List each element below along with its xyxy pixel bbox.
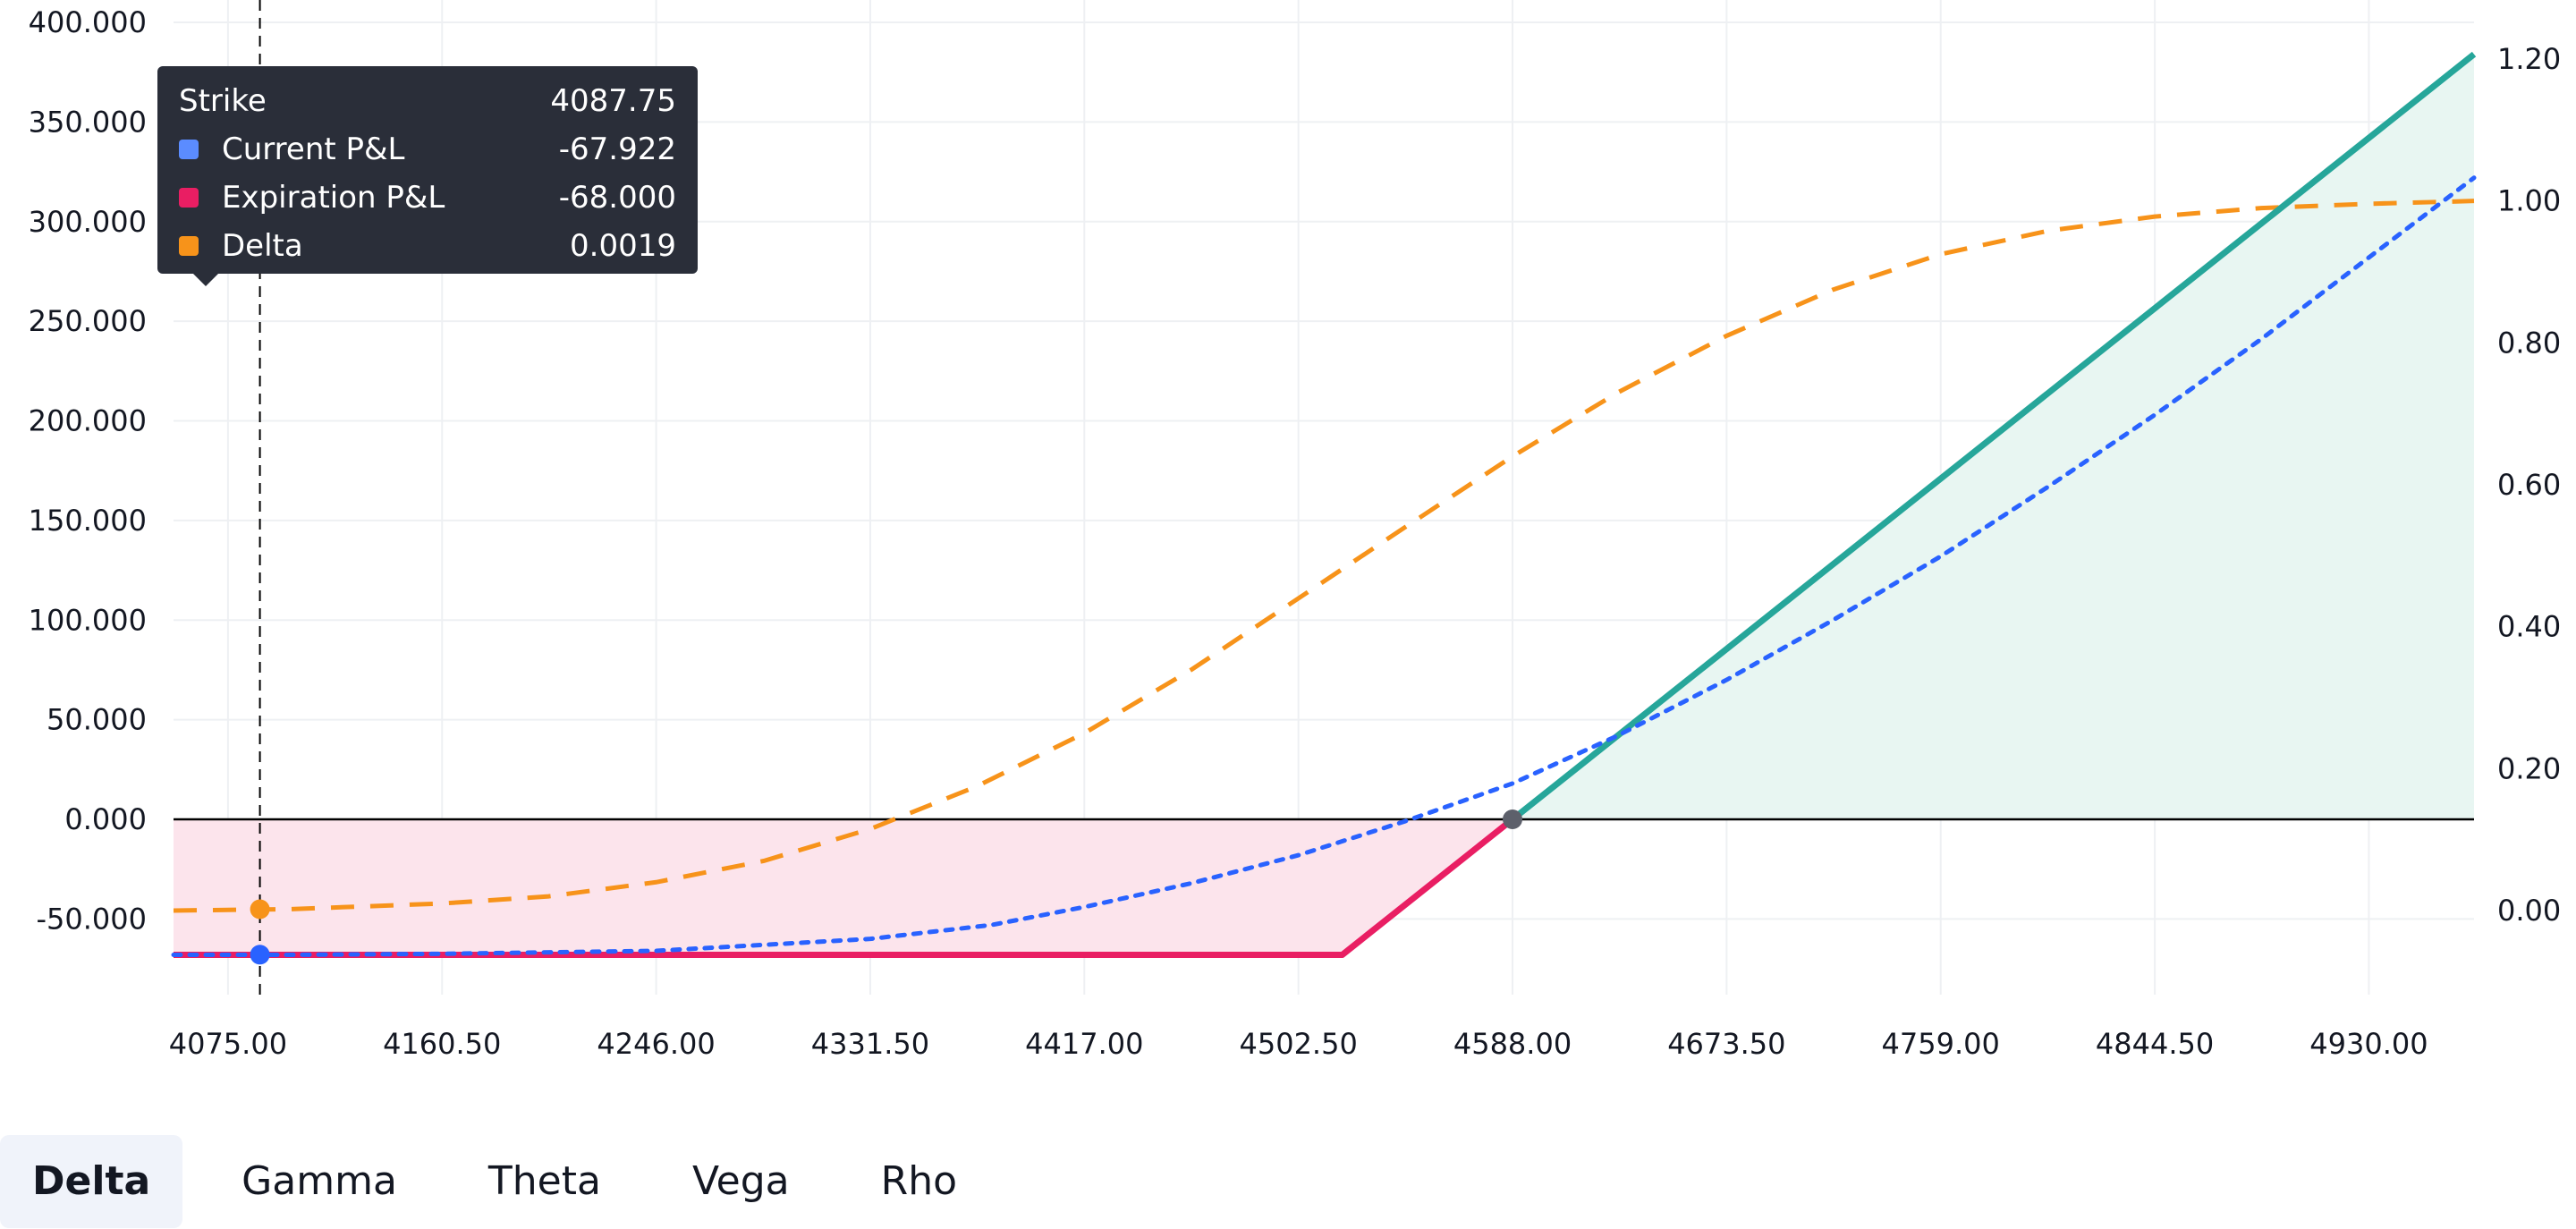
pnl-chart[interactable]: 400.000 350.000 300.000 250.000 200.000 150.0… (0, 0, 2576, 1100)
x-tick-label: 4673.50 (1667, 1027, 1785, 1061)
tab-gamma[interactable]: Gamma (242, 1158, 397, 1204)
y-left-tick-label: -50.000 (36, 902, 147, 936)
tab-rho[interactable]: Rho (880, 1158, 958, 1204)
crosshair-tooltip: Strike 4087.75 Current P&L -67.922 Expir… (157, 66, 698, 286)
y-left-tick-label: 250.000 (29, 304, 147, 338)
tooltip-expiration-pnl-label: Expiration P&L (222, 180, 445, 216)
tooltip-header-row: Strike 4087.75 (179, 77, 676, 125)
expiration-pnl-profit-line (1510, 51, 2477, 822)
x-tick-label: 4075.00 (169, 1027, 287, 1061)
y-left-tick-label: 400.000 (29, 5, 147, 39)
x-tick-label: 4759.00 (1882, 1027, 2000, 1061)
tooltip-header-label: Strike (179, 83, 267, 119)
y-left-tick-label: 200.000 (29, 404, 147, 438)
y-left-tick-label: 50.000 (47, 703, 147, 737)
x-tick-label: 4160.50 (383, 1027, 501, 1061)
y-right-tick-label: 0.60 (2497, 468, 2561, 502)
y-right-tick-label: 1.20 (2497, 42, 2561, 76)
y-right-tick-label: 0.40 (2497, 610, 2561, 644)
loss-area (174, 819, 1513, 955)
y-right-tick-label: 0.80 (2497, 326, 2561, 360)
tooltip-row-current-pnl: Current P&L -67.922 (179, 125, 676, 174)
delta-crosshair-dot (250, 899, 270, 920)
current-pnl-crosshair-dot (250, 945, 270, 965)
tab-delta[interactable]: Delta (0, 1135, 183, 1228)
current-pnl-swatch (179, 140, 199, 159)
greeks-tab-bar: Delta Gamma Theta Vega Rho (0, 1134, 1016, 1229)
tooltip-row-expiration-pnl: Expiration P&L -68.000 (179, 174, 676, 222)
y-right-tick-label: 1.00 (2497, 184, 2561, 218)
delta-swatch (179, 236, 199, 256)
y-left-tick-label: 0.000 (64, 802, 147, 836)
tooltip-header-value: 4087.75 (550, 83, 676, 119)
tab-theta[interactable]: Theta (487, 1158, 601, 1204)
expiration-pnl-swatch (179, 188, 199, 208)
breakeven-point-dot (1503, 809, 1523, 829)
tab-vega[interactable]: Vega (691, 1158, 790, 1204)
delta-series-line (173, 199, 2475, 913)
x-tick-label: 4844.50 (2096, 1027, 2214, 1061)
x-tick-label: 4417.00 (1025, 1027, 1143, 1061)
tooltip-expiration-pnl-value: -68.000 (558, 180, 676, 216)
current-pnl-series-line (171, 175, 2477, 957)
y-left-tick-label: 100.000 (29, 603, 147, 637)
y-left-tick-label: 150.000 (29, 504, 147, 538)
x-tick-label: 4588.00 (1453, 1027, 1572, 1061)
y-left-tick-label: 350.000 (29, 105, 147, 139)
y-right-tick-label: 0.20 (2497, 751, 2561, 785)
expiration-pnl-loss-line (174, 817, 1515, 958)
y-right-tick-label: 0.00 (2497, 894, 2561, 928)
tooltip-current-pnl-label: Current P&L (222, 131, 405, 167)
tooltip-row-delta: Delta 0.0019 (179, 222, 676, 270)
tooltip-current-pnl-value: -67.922 (558, 131, 676, 167)
y-left-tick-label: 300.000 (29, 205, 147, 239)
tooltip-delta-label: Delta (222, 228, 303, 264)
x-tick-label: 4930.00 (2309, 1027, 2428, 1061)
x-tick-label: 4246.00 (597, 1027, 715, 1061)
chart-svg[interactable]: 400.000 350.000 300.000 250.000 200.000 150.0… (0, 0, 2576, 1100)
x-tick-label: 4502.50 (1239, 1027, 1357, 1061)
tooltip-delta-value: 0.0019 (570, 228, 676, 264)
x-tick-label: 4331.50 (811, 1027, 929, 1061)
